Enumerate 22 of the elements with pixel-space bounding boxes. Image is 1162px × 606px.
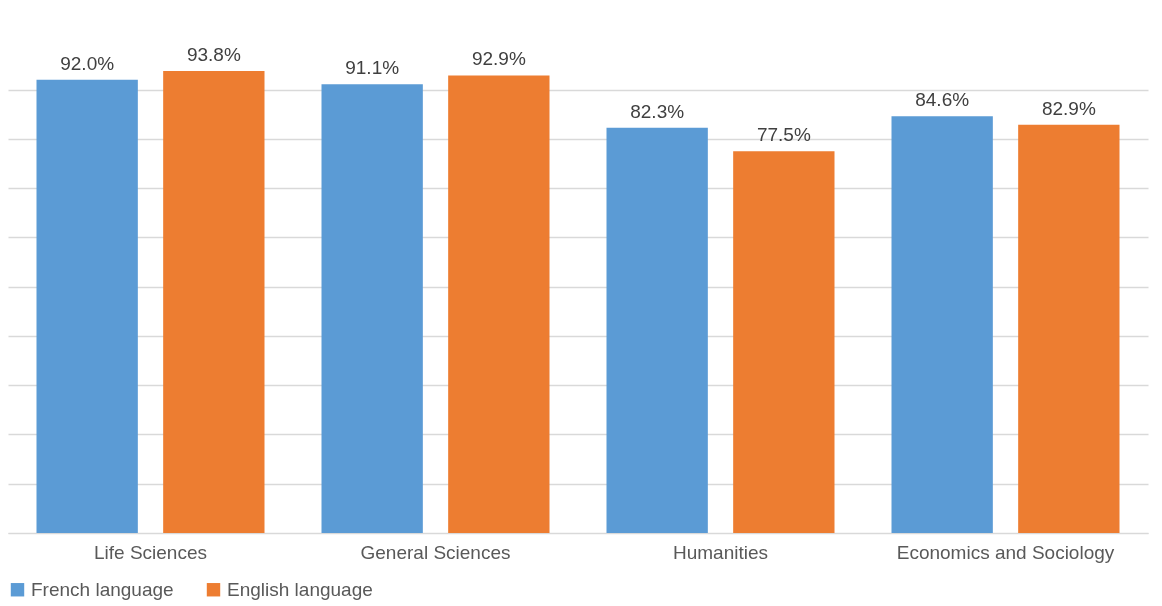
data-label: 91.1% <box>345 57 400 79</box>
data-label: 77.5% <box>756 124 811 146</box>
x-tick-label: General Sciences <box>360 541 511 563</box>
legend-label: English language <box>227 578 373 600</box>
x-tick-label: Life Sciences <box>93 541 208 563</box>
data-label: 82.9% <box>1041 97 1096 119</box>
x-tick-label: Humanities <box>672 541 769 563</box>
bar <box>321 84 423 533</box>
bar <box>36 79 138 533</box>
bar <box>891 116 993 533</box>
data-label: 92.0% <box>60 52 115 74</box>
data-label: 93.8% <box>186 44 241 65</box>
x-tick-label: Economics and Sociology <box>896 541 1115 563</box>
legend-label: French language <box>31 578 174 600</box>
data-label: 84.6% <box>915 89 970 111</box>
data-label: 82.3% <box>630 100 685 122</box>
bar <box>163 71 265 533</box>
bar <box>448 75 550 533</box>
bar <box>733 151 835 533</box>
data-label: 92.9% <box>471 48 526 70</box>
bar <box>1018 124 1120 533</box>
bar <box>606 127 708 533</box>
